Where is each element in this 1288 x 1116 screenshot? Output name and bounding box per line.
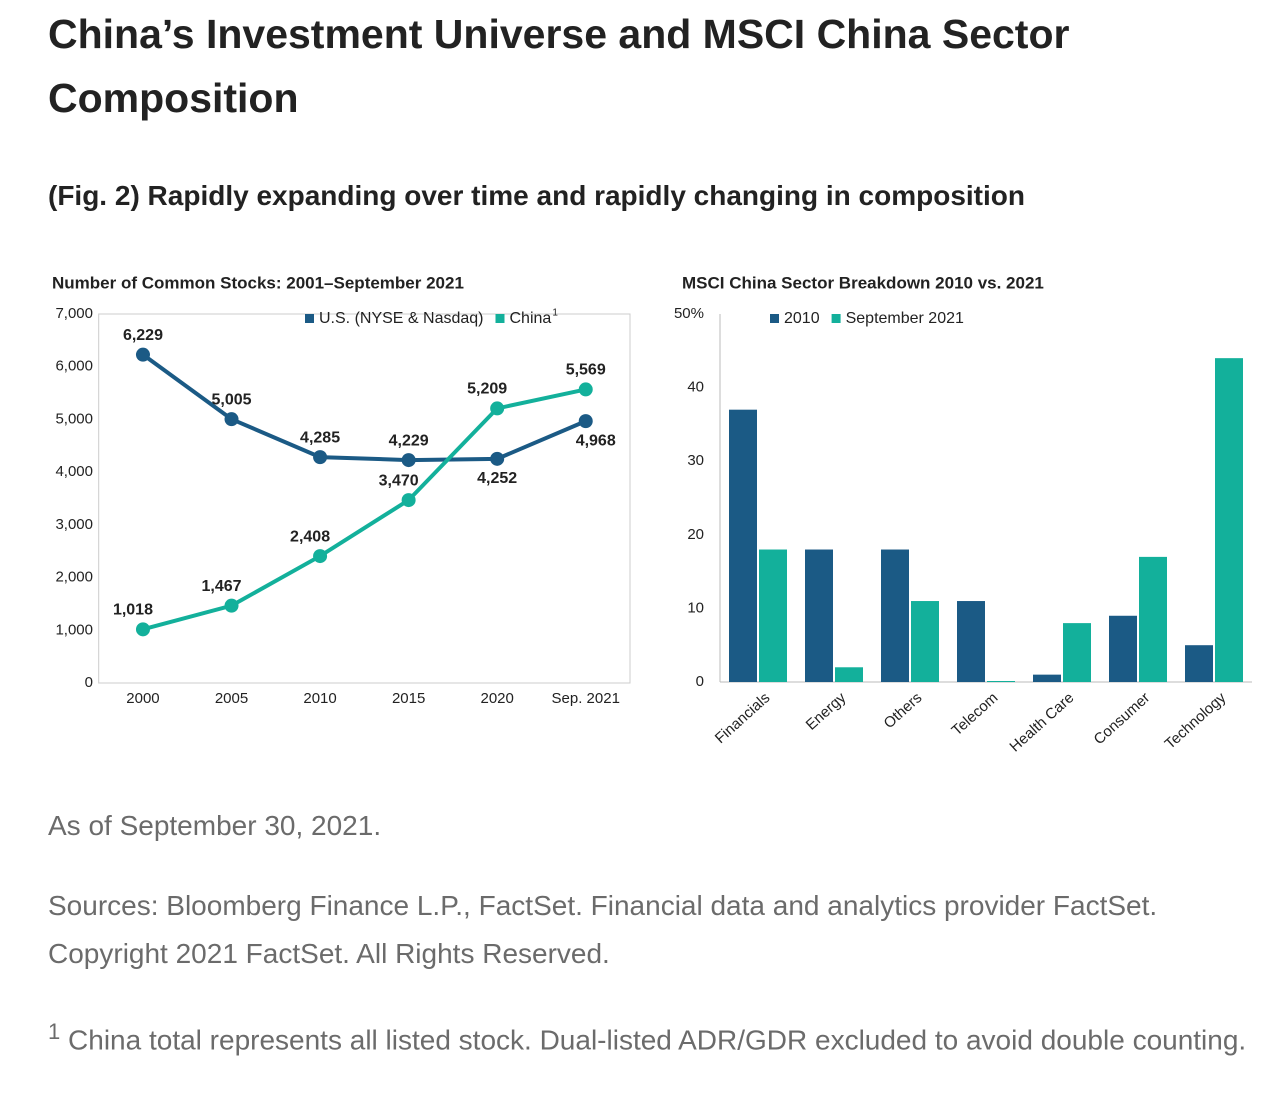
y-tick-label: 0 — [85, 674, 93, 691]
data-point — [578, 382, 593, 397]
series-line — [142, 387, 587, 632]
data-point — [224, 412, 239, 427]
bar — [1215, 358, 1243, 682]
y-tick-label: 40 — [687, 379, 704, 396]
y-tick-label: 20 — [687, 526, 704, 543]
x-tick-label: 2010 — [303, 690, 336, 707]
figure-subtitle: (Fig. 2) Rapidly expanding over time and… — [48, 180, 1025, 211]
data-point — [135, 347, 150, 362]
y-tick-label: 4,000 — [55, 463, 93, 480]
bar — [1139, 556, 1167, 682]
bar — [987, 681, 1015, 682]
data-point — [224, 598, 239, 613]
legend-label: China — [510, 310, 552, 327]
sources-note: Sources: Bloomberg Finance L.P., FactSet… — [48, 890, 1158, 969]
x-tick-label: Health Care — [1006, 689, 1077, 755]
x-tick-label: Energy — [803, 689, 850, 734]
data-point — [578, 414, 593, 429]
bar — [729, 409, 757, 682]
data-label: 3,470 — [379, 472, 419, 489]
y-tick-label: 5,000 — [55, 410, 93, 427]
bar — [1109, 615, 1137, 682]
data-label: 5,005 — [212, 391, 252, 408]
data-label: 4,229 — [389, 432, 429, 449]
data-label: 2,408 — [290, 528, 330, 545]
y-tick-label: 10 — [687, 599, 704, 616]
bar — [1033, 674, 1061, 682]
data-label: 5,209 — [467, 381, 507, 398]
x-tick-label: 2005 — [215, 690, 248, 707]
x-tick-label: Sep. 2021 — [552, 690, 620, 707]
bar — [957, 601, 985, 682]
y-tick-label: 6,000 — [55, 358, 93, 375]
data-label: 4,285 — [300, 429, 340, 446]
y-tick-label: 50% — [674, 305, 704, 322]
legend-label: 2010 — [784, 310, 820, 327]
footnote: 1 China total represents all listed stoc… — [48, 1008, 1278, 1064]
data-label: 6,229 — [123, 327, 163, 344]
data-point — [313, 450, 328, 465]
chart-title: MSCI China Sector Breakdown 2010 vs. 202… — [682, 273, 1044, 292]
y-tick-label: 3,000 — [55, 516, 93, 533]
y-tick-label: 7,000 — [55, 305, 93, 322]
x-tick-label: 2000 — [126, 690, 159, 707]
data-label: 4,252 — [477, 470, 517, 487]
page-title: China’s Investment Universe and MSCI Chi… — [48, 11, 1070, 121]
legend-swatch — [495, 314, 505, 323]
y-tick-label: 2,000 — [55, 569, 93, 586]
data-point — [490, 451, 505, 466]
data-point — [313, 549, 328, 564]
legend-label: September 2021 — [846, 310, 964, 327]
bar — [759, 549, 787, 682]
y-tick-label: 30 — [687, 452, 704, 469]
y-tick-label: 0 — [696, 673, 704, 690]
legend-swatch — [305, 314, 314, 323]
data-point — [490, 401, 505, 416]
data-label: 1,467 — [202, 578, 242, 595]
as-of-note: As of September 30, 2021. — [48, 810, 382, 841]
x-tick-label: Telecom — [948, 689, 1001, 739]
x-tick-label: Financials — [712, 689, 774, 747]
bar — [1185, 645, 1213, 682]
plot-frame — [98, 313, 631, 684]
x-tick-label: Technology — [1162, 689, 1230, 753]
legend-swatch — [831, 314, 841, 323]
footnote-mark: 1 — [48, 1019, 61, 1044]
bar — [805, 549, 833, 682]
x-tick-label: Others — [881, 689, 926, 732]
charts: Number of Common Stocks: 2001–September … — [52, 273, 1252, 755]
legend-footnote-ref: 1 — [552, 308, 558, 319]
data-label: 5,569 — [566, 362, 606, 379]
data-label: 4,968 — [576, 432, 616, 449]
data-point — [401, 493, 416, 508]
bar — [1063, 623, 1091, 682]
data-label: 1,018 — [113, 602, 153, 619]
data-point — [135, 622, 150, 637]
x-tick-label: 2015 — [392, 690, 425, 707]
x-tick-label: 2020 — [480, 690, 513, 707]
bar — [835, 667, 863, 682]
y-tick-label: 1,000 — [55, 621, 93, 638]
footnote-text: China total represents all listed stock.… — [68, 1024, 1247, 1056]
bar — [911, 601, 939, 682]
x-tick-label: Consumer — [1091, 689, 1154, 748]
chart-title: Number of Common Stocks: 2001–September … — [52, 273, 464, 292]
data-point — [401, 453, 416, 468]
bar — [881, 549, 909, 682]
legend-swatch — [770, 314, 779, 323]
legend-label: U.S. (NYSE & Nasdaq) — [319, 310, 484, 327]
series-line — [141, 353, 587, 463]
